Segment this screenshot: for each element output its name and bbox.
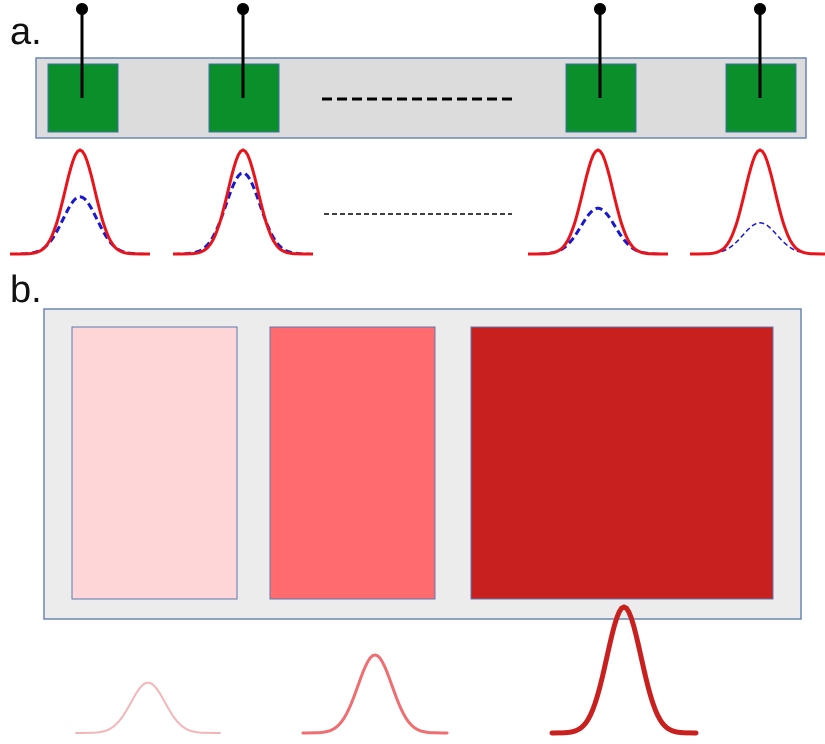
- panel-b-label: b.: [10, 269, 42, 311]
- dashed-response-curve-4: [690, 222, 825, 255]
- probe-pins: [76, 3, 766, 98]
- intensity-block-2: [269, 326, 436, 600]
- solid-response-curve-1: [10, 148, 150, 256]
- solid-response-curve-3: [528, 148, 668, 256]
- intensity-block-1: [71, 326, 238, 600]
- element-response-curves: [10, 148, 825, 256]
- dashed-response-curve-3: [528, 206, 668, 256]
- solid-response-curve-2: [173, 148, 313, 256]
- probe-tip-2: [237, 3, 249, 15]
- probe-tip-1: [76, 3, 88, 15]
- probe-tip-3: [594, 3, 606, 15]
- probe-tip-4: [754, 3, 766, 15]
- solid-response-curve-4: [690, 148, 825, 256]
- block-response-curve-1: [75, 681, 221, 734]
- panel-a-label: a.: [10, 11, 42, 53]
- block-response-curve-2: [301, 653, 449, 735]
- intensity-blocks: [71, 326, 774, 600]
- block-response-curve-3: [549, 604, 699, 736]
- block-response-curves: [75, 604, 699, 736]
- dashed-response-curve-2: [173, 171, 313, 256]
- intensity-block-3: [470, 326, 774, 600]
- dashed-response-curve-1: [10, 195, 150, 256]
